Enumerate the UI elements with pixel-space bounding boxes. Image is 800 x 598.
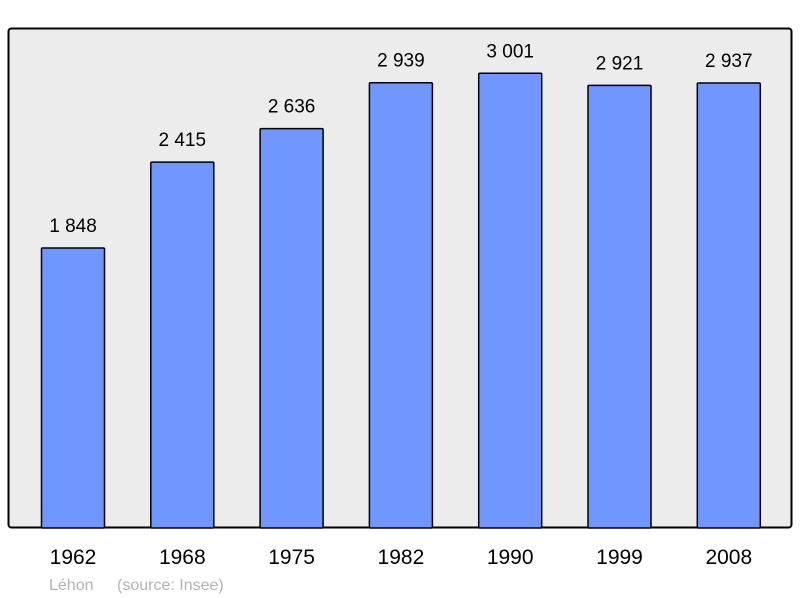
bar-1999: [587, 84, 652, 529]
bar-2008: [696, 82, 762, 529]
x-tick-label: 2008: [705, 546, 752, 569]
bar-1982: [368, 81, 434, 529]
data-label-1975: 2 636: [268, 97, 316, 118]
data-label-1982: 2 939: [377, 51, 425, 72]
x-tick-label: 1982: [378, 546, 425, 569]
x-tick-label: 1975: [268, 546, 315, 569]
data-label-1990: 3 001: [486, 41, 534, 62]
bar-1962: [40, 247, 106, 529]
footer-place: Léhon: [49, 577, 94, 594]
x-tick-label: 1968: [159, 546, 206, 569]
footer-source: (source: Insee): [117, 577, 224, 594]
data-label-2008: 2 937: [705, 51, 753, 72]
data-label-1968: 2 415: [159, 130, 207, 151]
x-tick-label: 1999: [596, 546, 643, 569]
bar-1990: [477, 72, 543, 529]
data-label-1962: 1 848: [49, 216, 97, 237]
bar-1975: [259, 127, 324, 529]
bar-1968: [150, 161, 215, 529]
x-tick-label: 1990: [487, 546, 534, 569]
data-label-1999: 2 921: [596, 53, 644, 74]
x-tick-label: 1962: [50, 546, 97, 569]
